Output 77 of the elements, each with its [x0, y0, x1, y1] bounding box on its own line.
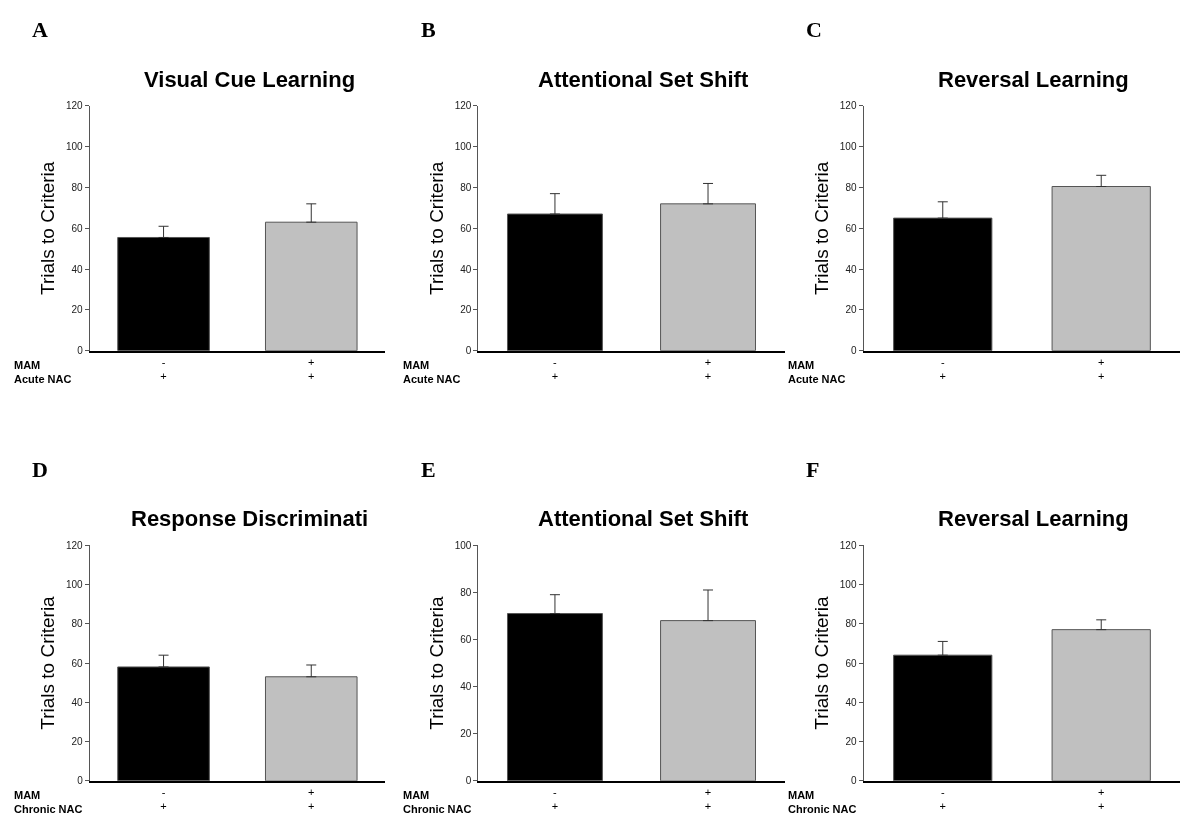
y-tick-label: 40	[71, 263, 84, 275]
chart-title: Visual Cue Learning	[144, 67, 356, 92]
y-tick-label: 100	[839, 578, 857, 590]
y-tick-label: 100	[454, 539, 472, 551]
y-tick-label: 0	[77, 775, 84, 787]
y-tick-label: 80	[845, 182, 857, 194]
y-tick-label: 20	[460, 304, 472, 316]
y-axis-title: Trials to Criteria	[425, 595, 447, 730]
text: MAM Acute NAC	[14, 359, 72, 386]
y-tick-label: 0	[465, 775, 472, 787]
y-tick-label: 120	[454, 100, 472, 112]
y-tick-label: 0	[850, 775, 857, 787]
y-tick-label: 40	[71, 696, 84, 708]
y-tick-label: 60	[460, 222, 472, 234]
y-axis-title: Trials to Criteria	[425, 161, 447, 295]
y-tick-label: 40	[845, 696, 857, 708]
y-tick-label: 60	[71, 657, 84, 669]
x-tick-label: - +	[160, 785, 167, 813]
text: D	[32, 457, 48, 482]
chart-title: Attentional Set Shift	[538, 67, 749, 92]
y-tick-label: 20	[71, 736, 84, 748]
x-tick-label: + +	[1098, 355, 1105, 382]
y-tick-label: 60	[845, 222, 857, 234]
y-tick-label: 120	[839, 100, 857, 112]
x-tick-label: + +	[704, 785, 712, 813]
y-tick-label: 20	[71, 304, 84, 316]
y-tick-label: 0	[850, 345, 857, 357]
x-tick-label: - +	[160, 355, 167, 382]
x-tick-label: - +	[551, 355, 559, 382]
y-tick-label: 60	[71, 222, 84, 234]
x-tick-label: + +	[1098, 785, 1105, 813]
text: MAM Chronic NAC	[788, 789, 857, 816]
y-tick-label: 40	[845, 263, 857, 275]
chart-title: Reversal Learning	[938, 506, 1129, 531]
y-tick-label: 0	[77, 345, 84, 357]
y-tick-label: 100	[66, 141, 84, 153]
y-tick-label: 100	[454, 141, 472, 153]
y-tick-label: 20	[460, 728, 472, 740]
y-tick-label: 60	[845, 657, 857, 669]
chart-title: Attentional Set Shift	[538, 506, 749, 531]
text: C	[806, 17, 822, 42]
text: MAM Acute NAC	[788, 359, 846, 386]
y-tick-label: 100	[66, 578, 84, 590]
y-axis-title: Trials to Criteria	[36, 161, 58, 295]
y-tick-label: 20	[845, 304, 857, 316]
x-tick-label: + +	[308, 355, 315, 382]
x-tick-label: - +	[939, 355, 946, 382]
y-axis-title: Trials to Criteria	[36, 595, 58, 730]
text: A	[32, 17, 48, 42]
y-tick-label: 120	[66, 539, 84, 551]
x-tick-label: + +	[704, 355, 712, 382]
text: E	[421, 457, 436, 482]
text: MAM Chronic NAC	[14, 789, 83, 816]
chart-title: Response Discriminati	[131, 506, 369, 531]
y-tick-label: 40	[460, 263, 472, 275]
y-tick-label: 40	[460, 681, 472, 693]
y-tick-label: 60	[460, 633, 472, 645]
y-axis-title: Trials to Criteria	[810, 161, 832, 295]
y-tick-label: 0	[465, 345, 472, 357]
y-tick-label: 80	[71, 618, 84, 630]
y-tick-label: 80	[845, 618, 857, 630]
y-tick-label: 80	[460, 586, 472, 598]
x-tick-label: - +	[551, 785, 559, 813]
text: F	[806, 457, 820, 482]
x-tick-label: + +	[308, 785, 315, 813]
y-tick-label: 20	[845, 736, 857, 748]
y-axis-title: Trials to Criteria	[810, 595, 832, 730]
text: MAM Acute NAC	[403, 359, 461, 386]
text: MAM Chronic NAC	[403, 789, 472, 816]
chart-title: Reversal Learning	[938, 67, 1129, 92]
y-tick-label: 80	[460, 182, 472, 194]
y-tick-label: 100	[839, 141, 857, 153]
y-tick-label: 120	[839, 539, 857, 551]
text: B	[421, 17, 436, 42]
y-tick-label: 80	[71, 182, 84, 194]
y-tick-label: 120	[66, 100, 84, 112]
x-tick-label: - +	[939, 785, 946, 813]
